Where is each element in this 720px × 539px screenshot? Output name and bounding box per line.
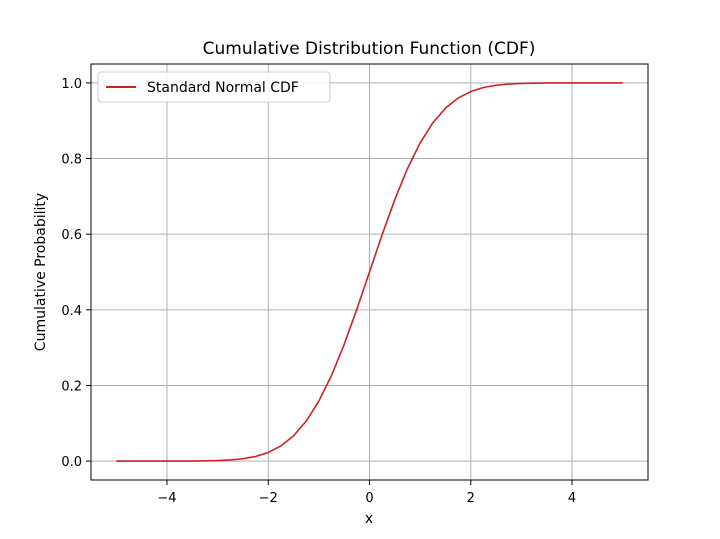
y-axis-label: Cumulative Probability	[33, 193, 49, 351]
y-tick-label: 1.0	[61, 77, 82, 92]
legend-box	[97, 71, 331, 103]
chart-title: Cumulative Distribution Function (CDF)	[203, 39, 536, 59]
y-tick-label: 0.8	[61, 153, 82, 168]
x-tick-label: 0	[365, 491, 373, 506]
y-axis: 0.0 0.2 0.4 0.6 0.8 1.0	[61, 77, 91, 470]
y-tick-label: 0.4	[61, 304, 82, 319]
x-axis-label: x	[365, 511, 373, 527]
y-tick-label: 0.0	[61, 455, 82, 470]
legend: Standard Normal CDF	[97, 71, 331, 103]
x-axis: −4 −2 0 2 4	[157, 480, 576, 506]
x-tick-label: −4	[157, 491, 176, 506]
x-tick-label: 4	[568, 491, 576, 506]
x-tick-label: −2	[259, 491, 278, 506]
y-tick-label: 0.6	[61, 228, 82, 243]
y-tick-label: 0.2	[61, 379, 82, 394]
legend-entry-label: Standard Normal CDF	[147, 80, 299, 96]
series-line-standard-normal-cdf	[116, 82, 623, 462]
x-tick-label: 2	[467, 491, 475, 506]
series-layer	[116, 82, 623, 462]
